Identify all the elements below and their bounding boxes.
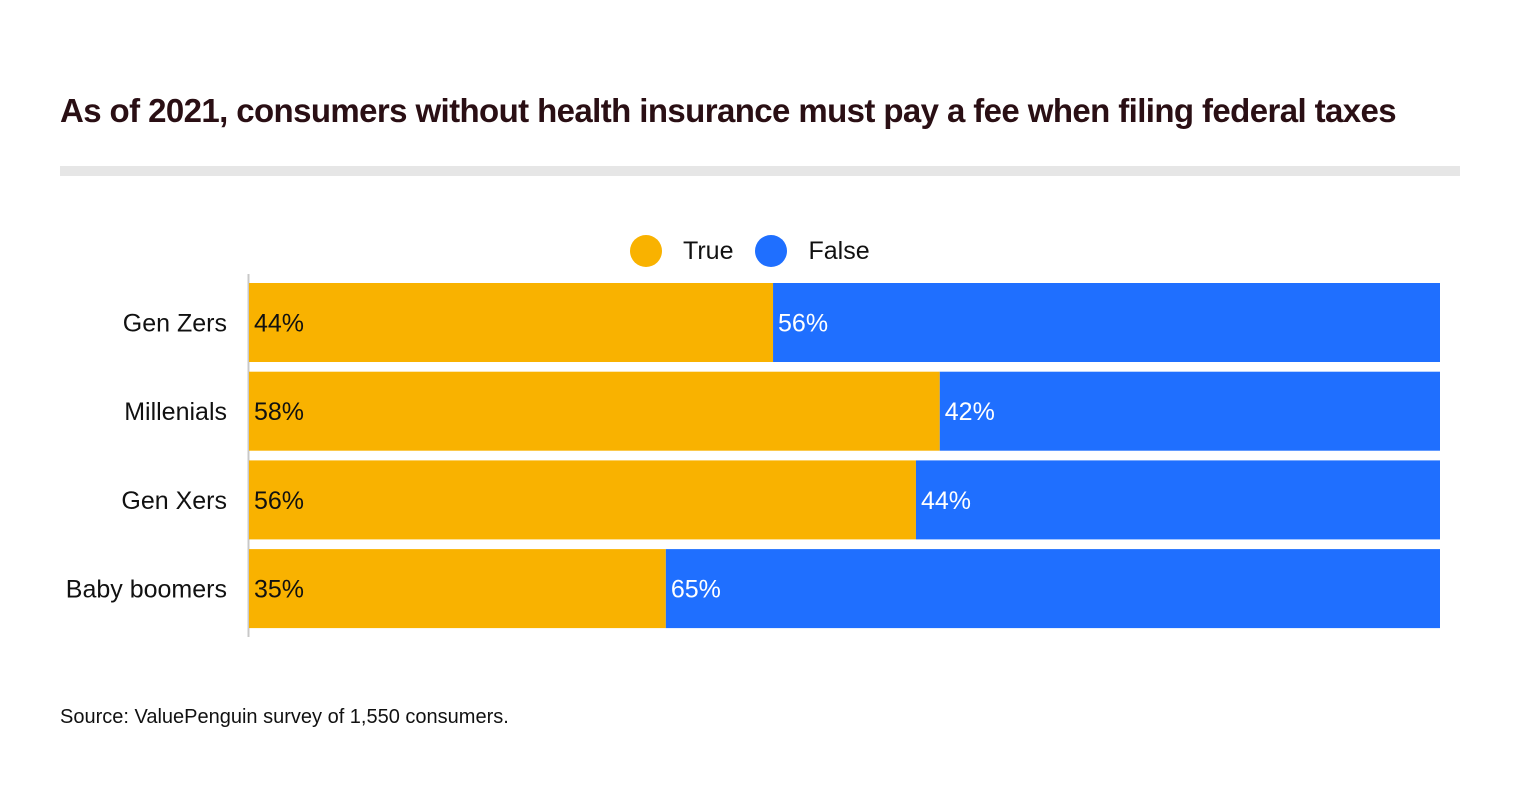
category-label: Baby boomers [66, 576, 227, 604]
bar-false [665, 549, 1440, 629]
legend-label-true: True [683, 236, 734, 265]
bar-true [249, 283, 774, 362]
data-label-true: 35% [254, 576, 304, 604]
title-divider [60, 166, 1460, 176]
chart-title: As of 2021, consumers without health ins… [60, 92, 1397, 129]
legend-item-false: False [755, 235, 870, 267]
category-label: Millenials [124, 398, 227, 426]
data-label-true: 58% [254, 398, 304, 426]
legend-swatch-true [630, 235, 662, 267]
data-label-false: 56% [778, 310, 828, 338]
bar-false [773, 283, 1440, 362]
data-label-false: 42% [945, 398, 995, 426]
legend: True False [630, 234, 892, 268]
data-label-false: 44% [921, 487, 971, 515]
bar-true [249, 460, 916, 540]
legend-swatch-false [755, 235, 788, 267]
legend-item-true: True [630, 235, 733, 267]
bar-false [915, 460, 1440, 540]
source-note: Source: ValuePenguin survey of 1,550 con… [60, 706, 509, 728]
data-label-true: 56% [254, 487, 304, 515]
category-label: Gen Zers [123, 310, 227, 338]
category-label: Gen Xers [121, 487, 227, 515]
data-label-true: 44% [254, 310, 304, 338]
bar-true [249, 371, 940, 451]
legend-label-false: False [808, 236, 870, 265]
bar-false [939, 371, 1440, 451]
data-label-false: 65% [671, 576, 721, 604]
bar-true [249, 549, 666, 629]
